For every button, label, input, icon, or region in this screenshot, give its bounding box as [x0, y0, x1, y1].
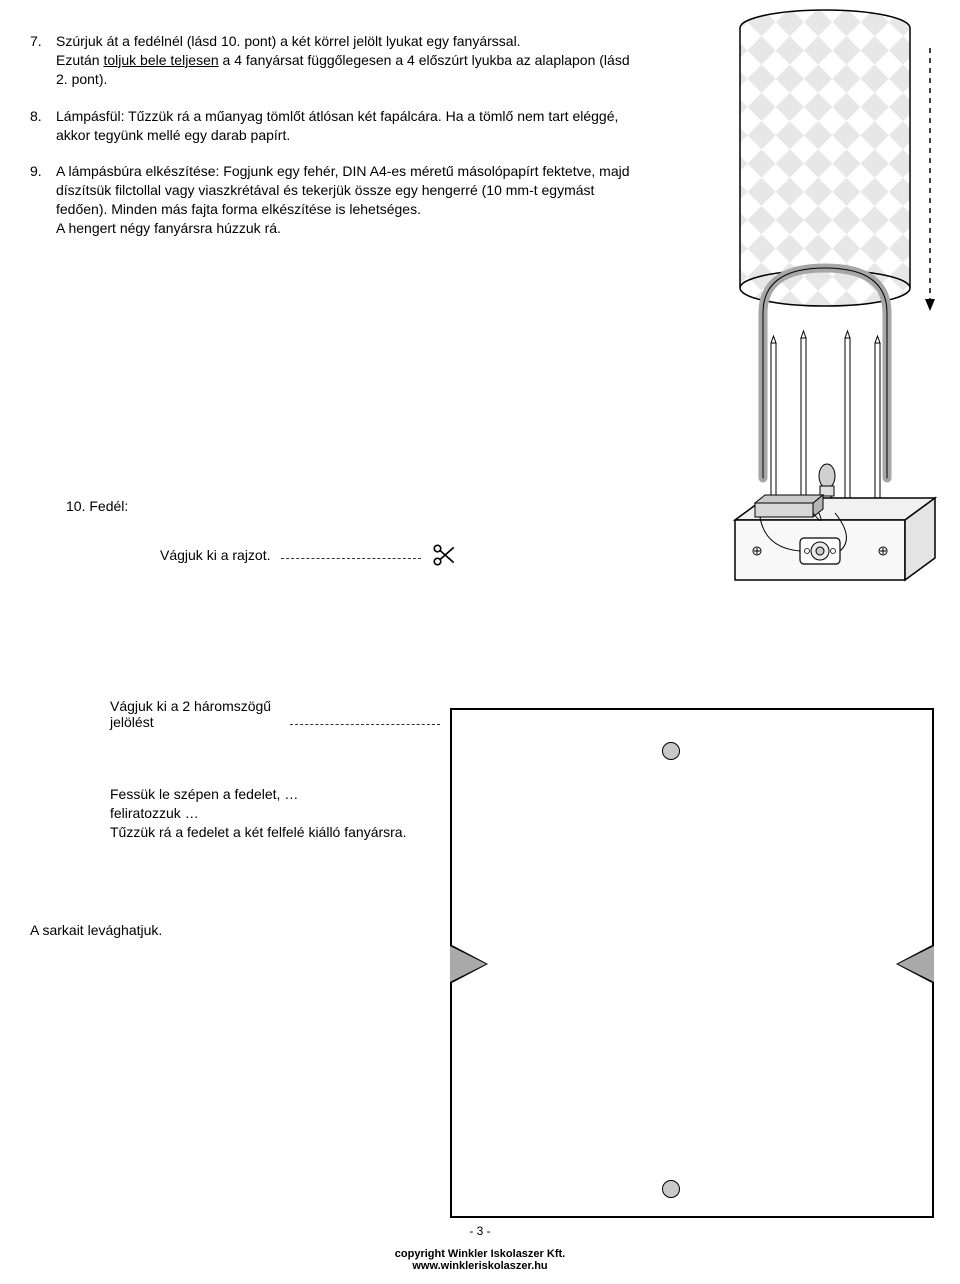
text: Ezután: [56, 52, 103, 68]
text: Vágjuk ki a 2 háromszögű: [110, 698, 271, 714]
triangle-cutout-left: [450, 946, 486, 982]
text: A lámpásbúra elkészítése: Fogjunk egy fe…: [56, 163, 630, 217]
page-footer: - 3 - copyright Winkler Iskolaszer Kft. …: [0, 1224, 960, 1272]
step-number: 9.: [30, 162, 56, 238]
paint-instruction: Fessük le szépen a fedelet, … feliratozz…: [110, 785, 450, 842]
copyright-text: copyright Winkler Iskolaszer Kft.: [0, 1248, 960, 1260]
cut-drawing-label: Vágjuk ki a rajzot.: [160, 547, 271, 563]
underlined-text: toljuk bele teljesen: [103, 52, 218, 68]
step-9: 9. A lámpásbúra elkészítése: Fogjunk egy…: [30, 162, 640, 238]
text: A hengert négy fanyársra húzzuk rá.: [56, 220, 281, 236]
text: jelölést: [110, 714, 154, 730]
triangle-cutout-right: [898, 946, 934, 982]
dashed-leader-line: [281, 558, 421, 559]
dashed-leader-line: [290, 724, 440, 725]
step-text: A lámpásbúra elkészítése: Fogjunk egy fe…: [56, 162, 640, 238]
scissors-icon: [431, 542, 457, 568]
document-page: 7. Szúrjuk át a fedélnél (lásd 10. pont)…: [0, 0, 960, 1284]
step-text: Lámpásfül: Tűzzük rá a műanyag tömlőt át…: [56, 107, 640, 145]
text: Szúrjuk át a fedélnél (lásd 10. pont) a …: [56, 33, 521, 49]
text: Tűzzük rá a fedelet a két felfelé kiálló…: [110, 824, 406, 840]
step-8: 8. Lámpásfül: Tűzzük rá a műanyag tömlőt…: [30, 107, 640, 145]
lamp-svg: [705, 8, 950, 598]
lid-template-box: [450, 708, 934, 1218]
step-7: 7. Szúrjuk át a fedélnél (lásd 10. pont)…: [30, 32, 640, 89]
website-text: www.winkleriskolaszer.hu: [0, 1260, 960, 1272]
instructions-column: 7. Szúrjuk át a fedélnél (lásd 10. pont)…: [30, 32, 640, 238]
text: Fessük le szépen a fedelet, …: [110, 786, 298, 802]
lid-hole-marker: [662, 1180, 680, 1198]
step-number: 8.: [30, 107, 56, 145]
lamp-illustration: [705, 8, 950, 598]
page-number: - 3 -: [0, 1224, 960, 1238]
lid-hole-marker: [662, 742, 680, 760]
step-text: Szúrjuk át a fedélnél (lásd 10. pont) a …: [56, 32, 640, 89]
text: feliratozzuk …: [110, 805, 199, 821]
step-number: 7.: [30, 32, 56, 89]
